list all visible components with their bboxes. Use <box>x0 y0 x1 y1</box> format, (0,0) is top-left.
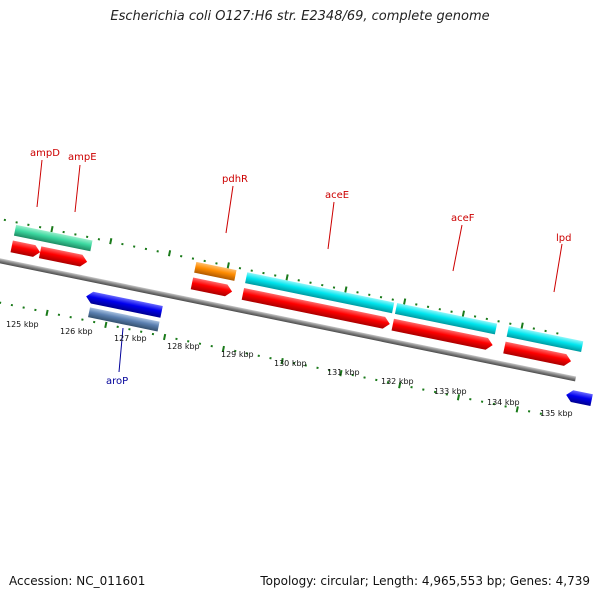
ampD-connector <box>36 159 43 208</box>
aceE-connector <box>327 201 335 250</box>
cds-lpd-arrow[interactable] <box>503 341 572 367</box>
forward-features <box>10 224 584 367</box>
cds-aroP-arrow[interactable] <box>85 291 163 318</box>
gene-label-aceF[interactable]: aceF <box>451 213 475 224</box>
scale-label: 126 kbp <box>60 327 93 336</box>
scale-label: 132 kbp <box>381 377 414 386</box>
accession-label: Accession: NC_011601 <box>9 574 146 588</box>
gene-ampD-feature[interactable] <box>13 224 93 252</box>
gene-labels: ampD ampE pdhR aceE aceF lpd aroP <box>30 148 571 387</box>
ampE-connector <box>74 164 81 213</box>
cds-pdhR-arrow[interactable] <box>190 277 234 298</box>
gene-label-ampD[interactable]: ampD <box>30 148 60 159</box>
scale-label: 130 kbp <box>274 359 307 368</box>
topology-summary: Topology: circular; Length: 4,965,553 bp… <box>260 574 590 588</box>
gene-label-aroP[interactable]: aroP <box>106 376 128 387</box>
aroP-connector <box>118 327 124 373</box>
label-connectors <box>36 159 563 373</box>
scale-label: 134 kbp <box>487 398 520 407</box>
gene-aceE-feature[interactable] <box>245 272 395 314</box>
scale-label: 131 kbp <box>327 368 360 377</box>
scale-label: 129 kbp <box>221 350 254 359</box>
scale-label: 135 kbp <box>540 409 573 418</box>
gene-label-aceE[interactable]: aceE <box>325 190 349 201</box>
genome-backbone <box>0 243 577 382</box>
reverse-features <box>85 291 593 407</box>
lpd-connector <box>553 243 563 293</box>
cds-aceE-arrow[interactable] <box>241 287 391 330</box>
cds-right-edge[interactable] <box>565 389 593 407</box>
gene-pdhR-feature[interactable] <box>194 261 237 281</box>
gene-lpd-feature[interactable] <box>506 325 584 353</box>
reverse-ruler <box>0 301 543 415</box>
gene-label-ampE[interactable]: ampE <box>68 152 97 163</box>
scale-labels: 125 kbp 126 kbp 127 kbp 128 kbp 129 kbp … <box>6 320 573 418</box>
cds-ampE-arrow[interactable] <box>38 246 88 267</box>
gene-label-pdhR[interactable]: pdhR <box>222 174 248 185</box>
aceF-connector <box>452 224 463 272</box>
scale-label: 128 kbp <box>167 342 200 351</box>
forward-ruler <box>3 218 559 335</box>
pdhR-connector <box>225 185 234 234</box>
gene-aceF-feature[interactable] <box>394 303 498 335</box>
cds-aceF-arrow[interactable] <box>391 318 494 351</box>
genome-track <box>0 218 593 415</box>
cds-ampD-arrow[interactable] <box>10 240 41 259</box>
scale-label: 133 kbp <box>434 387 467 396</box>
gene-aroP-feature[interactable] <box>88 307 160 332</box>
gene-label-lpd[interactable]: lpd <box>556 233 571 244</box>
scale-label: 125 kbp <box>6 320 39 329</box>
map-title: Escherichia coli O127:H6 str. E2348/69, … <box>110 9 490 24</box>
scale-label: 127 kbp <box>114 334 147 343</box>
